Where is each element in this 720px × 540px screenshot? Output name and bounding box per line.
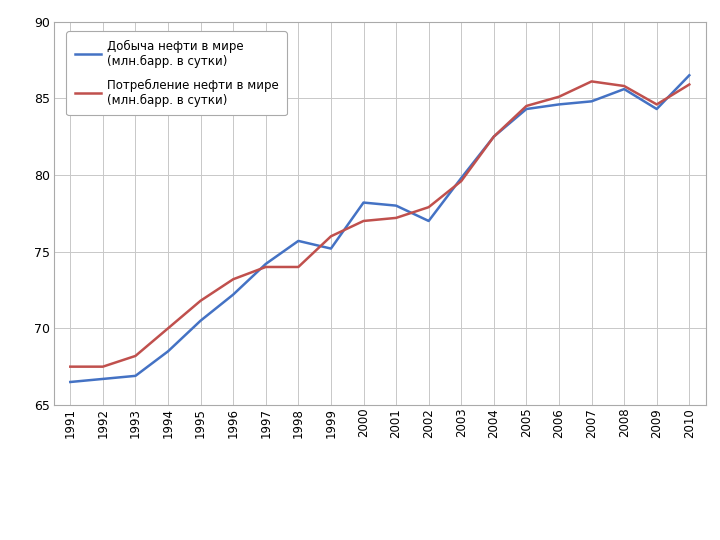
Legend: Добыча нефти в мире
(млн.барр. в сутки), Потребление нефти в мире
(млн.барр. в с: Добыча нефти в мире (млн.барр. в сутки),…	[66, 31, 287, 115]
Text: Элитный Трейдер, ELITETRADER.RU: Элитный Трейдер, ELITETRADER.RU	[9, 513, 227, 526]
